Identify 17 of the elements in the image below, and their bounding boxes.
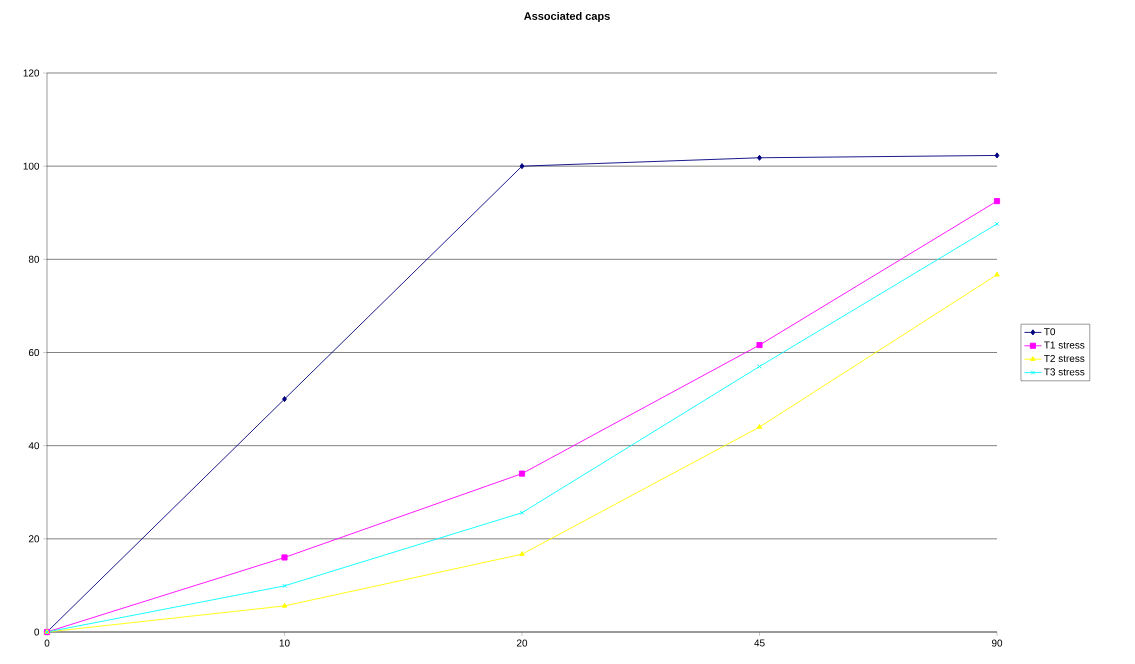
legend-label: T2 stress: [1044, 354, 1085, 362]
y-tick-label: 20: [28, 535, 40, 543]
legend-label: T3 stress: [1044, 368, 1085, 376]
y-tick-label: 120: [23, 69, 40, 77]
y-tick-label: 0: [34, 628, 40, 636]
x-tick-label: 0: [44, 639, 50, 647]
y-tick-label: 100: [23, 162, 40, 170]
chart-title: Associated caps: [524, 11, 610, 23]
legend-label: T0: [1044, 328, 1056, 336]
x-tick-label: 90: [991, 639, 1003, 647]
x-tick-label: 20: [516, 639, 528, 647]
y-tick-label: 60: [28, 348, 40, 357]
legend-label: T1 stress: [1044, 341, 1085, 349]
x-tick-label: 45: [754, 639, 765, 647]
y-tick-label: 40: [28, 442, 40, 450]
x-tick-label: 10: [279, 639, 290, 647]
y-tick-label: 80: [28, 255, 40, 263]
